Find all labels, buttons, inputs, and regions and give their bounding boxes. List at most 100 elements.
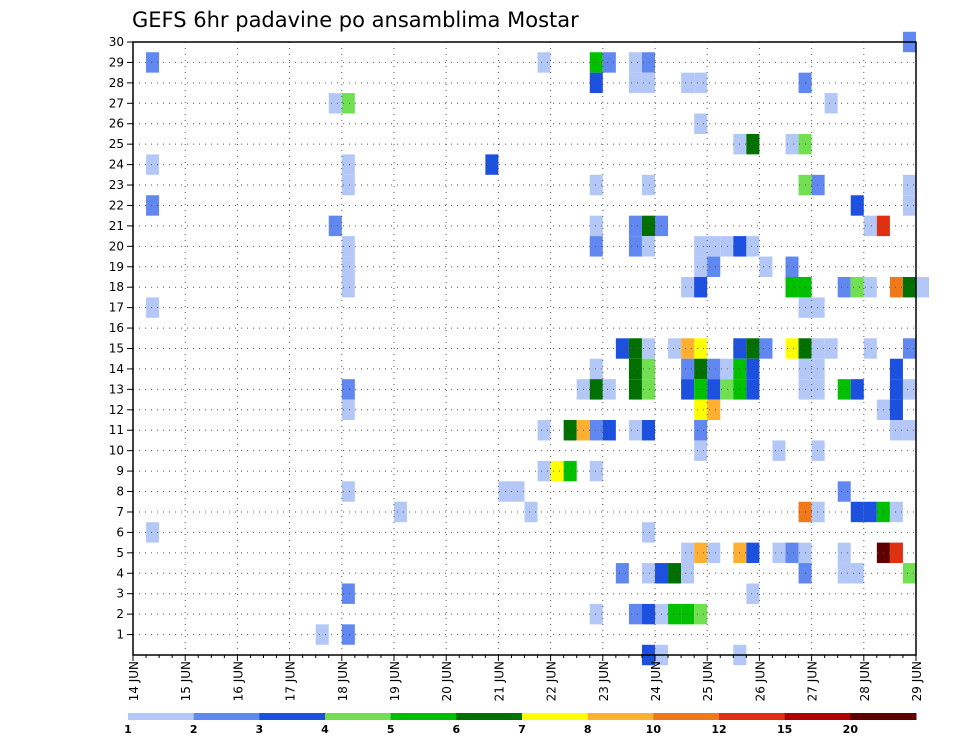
- heatmap-cell: [811, 174, 825, 196]
- y-tick-label: 6: [116, 525, 124, 539]
- heatmap-cell: [146, 52, 160, 73]
- y-tick-label: 21: [109, 219, 124, 233]
- heatmap-cell: [694, 358, 708, 380]
- colorbar-label: 8: [584, 723, 592, 736]
- colorbar-label: 6: [453, 723, 461, 736]
- heatmap-cell: [694, 236, 708, 257]
- heatmap-cell: [485, 154, 499, 175]
- x-tick-label: 17 JUN: [284, 661, 298, 701]
- colorbar-swatch: [390, 713, 457, 720]
- heatmap-cell: [641, 603, 655, 625]
- heatmap-cell: [707, 379, 721, 400]
- heatmap-cell: [589, 358, 603, 380]
- heatmap-cell: [589, 460, 603, 482]
- colorbar-swatch: [128, 713, 195, 720]
- heatmap-cell: [746, 358, 760, 380]
- colorbar-label: 4: [321, 723, 329, 736]
- y-tick-label: 4: [116, 566, 124, 580]
- heatmap-cell: [628, 603, 642, 625]
- y-tick-label: 20: [109, 239, 124, 253]
- heatmap-cell: [720, 236, 734, 257]
- heatmap-cell: [681, 542, 695, 564]
- colorbar-swatch: [456, 713, 523, 720]
- colorbar-label: 7: [518, 723, 526, 736]
- y-tick-label: 10: [109, 444, 124, 458]
- heatmap-cell: [537, 52, 551, 73]
- heatmap-cell: [837, 542, 851, 564]
- colorbar-label: 5: [387, 723, 395, 736]
- colorbar-swatch: [653, 713, 720, 720]
- heatmap-cell: [811, 379, 825, 400]
- heatmap-cell: [694, 603, 708, 625]
- heatmap-cell: [746, 133, 760, 155]
- heatmap-cell: [811, 440, 825, 461]
- y-tick-label: 14: [109, 362, 124, 376]
- heatmap-cell: [902, 420, 916, 441]
- x-tick-label: 28 JUN: [858, 661, 872, 701]
- colorbar-label: 15: [777, 723, 792, 736]
- grid-lines: [133, 41, 916, 655]
- colorbar-swatch: [522, 713, 589, 720]
- x-axis-ticks: 14 JUN 15 JUN 16 JUN 17 JUN 18 JUN 19 JUN 20 J…: [127, 655, 924, 701]
- heatmap-cell: [668, 563, 682, 584]
- heatmap-cell: [811, 297, 825, 318]
- heatmap-cell: [615, 563, 629, 584]
- heatmap-cell: [641, 72, 655, 94]
- heatmap-cell: [641, 379, 655, 400]
- heatmap-cell: [902, 563, 916, 584]
- heatmap-cell: [707, 236, 721, 257]
- heatmap-cell: [394, 501, 408, 523]
- heatmap-cell: [785, 542, 799, 564]
- heatmap-cell: [837, 563, 851, 584]
- heatmap-cell: [602, 420, 616, 441]
- heatmap-cell: [628, 379, 642, 400]
- chart-title: GEFS 6hr padavine po ansamblima Mostar: [132, 8, 579, 32]
- heatmap-cell: [707, 399, 721, 421]
- heatmap-cell: [902, 174, 916, 196]
- y-tick-label: 24: [109, 158, 124, 172]
- x-tick-label: 19 JUN: [388, 661, 402, 701]
- heatmap-cell: [341, 379, 355, 400]
- x-tick-label: 24 JUN: [649, 661, 663, 701]
- colorbar-label: 1: [124, 723, 132, 736]
- x-tick-label: 23 JUN: [597, 661, 611, 701]
- x-tick-label: 18 JUN: [336, 661, 350, 701]
- y-tick-label: 17: [109, 301, 124, 315]
- heatmap-cell: [811, 358, 825, 380]
- colorbar-label: 2: [190, 723, 198, 736]
- heatmap-cell: [341, 174, 355, 196]
- heatmap-cell: [602, 379, 616, 400]
- x-tick-label: 22 JUN: [545, 661, 559, 701]
- heatmap-cell: [785, 133, 799, 155]
- heatmap-cell: [563, 420, 577, 441]
- heatmap-cell: [746, 338, 760, 359]
- y-tick-label: 7: [116, 505, 124, 519]
- heatmap-cell: [628, 358, 642, 380]
- heatmap-cell: [694, 379, 708, 400]
- heatmap-cell: [498, 481, 512, 502]
- x-tick-label: 29 JUN: [910, 661, 924, 701]
- y-tick-label: 2: [116, 607, 124, 621]
- y-tick-label: 26: [109, 117, 124, 131]
- heatmap-cell: [589, 52, 603, 73]
- y-tick-label: 25: [109, 137, 124, 151]
- heatmap-cell: [641, 215, 655, 237]
- colorbar: 1 2 3 4 5 6 7 8 10 12 15 20: [124, 713, 917, 736]
- y-tick-label: 11: [109, 423, 124, 437]
- heatmap-cell: [641, 338, 655, 359]
- colorbar-swatch: [193, 713, 260, 720]
- heatmap-cell: [146, 154, 160, 175]
- heatmap-cell: [641, 420, 655, 441]
- colorbar-label: 20: [843, 723, 859, 736]
- heatmap-cell: [746, 583, 760, 604]
- heatmap-cell: [707, 256, 721, 277]
- colorbar-label: 12: [711, 723, 726, 736]
- heatmap-cell: [824, 93, 838, 114]
- heatmap-cell: [889, 542, 903, 564]
- heatmap-cell: [746, 236, 760, 257]
- heatmap-cell: [628, 72, 642, 94]
- heatmap-cell: [694, 338, 708, 359]
- y-tick-label: 5: [116, 546, 124, 560]
- x-tick-label: 20 JUN: [440, 661, 454, 701]
